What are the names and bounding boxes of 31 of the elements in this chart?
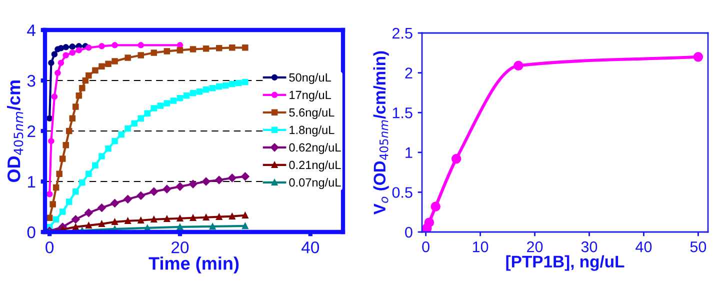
legend-label: 5.6ng/uL [289,108,334,120]
x-tick-label: 0 [422,241,430,252]
y-tick-label: 1 [406,147,412,158]
legend-label: 50ng/uL [289,73,331,84]
y-tick-label: 0 [27,226,36,238]
legend-label: 17ng/uL [290,90,331,102]
y-axis-title: OD$_{405nm}$/cm [7,80,24,182]
x-axis-title: Time (min) [148,256,239,274]
x-tick-label: 40 [636,241,652,252]
y-axis-title: V$_{o}$ (OD$_{405nm}$/cm/min) [373,51,389,215]
legend-label: 0.07ng/uL [289,178,341,189]
legend-label: 1.8ng/uL [290,126,334,136]
y-tick-label: 0.5 [392,187,412,198]
legend-label: 0.21ng/uL [289,160,341,172]
x-tick-label: 40 [302,241,320,254]
x-tick-label: 20 [527,241,543,252]
y-tick-label: 3 [27,74,36,87]
y-tick-label: 1 [28,176,36,188]
x-tick-label: 0 [46,241,54,254]
x-tick-label: 30 [581,241,598,252]
y-tick-label: 0 [405,226,412,238]
x-tick-label: 10 [472,241,488,252]
y-tick-label: 2 [405,68,412,78]
y-tick-label: 2.5 [392,28,412,39]
legend-label: 0.62ng/uL [289,142,341,154]
x-axis-title: [PTP1B], ng/uL [506,255,624,271]
y-tick-label: 1.5 [392,108,412,118]
y-tick-label: 4 [27,24,36,36]
x-tick-label: 20 [172,241,189,254]
y-tick-label: 2 [28,125,36,138]
x-tick-label: 50 [690,241,706,252]
